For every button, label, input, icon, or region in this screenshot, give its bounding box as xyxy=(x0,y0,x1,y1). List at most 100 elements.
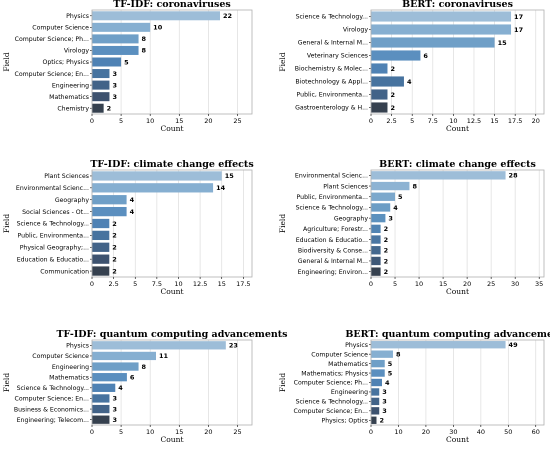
bar xyxy=(371,235,381,244)
x-axis-label: Count xyxy=(446,287,469,296)
category-label: General & Internal M... xyxy=(298,40,368,47)
x-tick-label: 2.5 xyxy=(108,280,118,288)
category-label: Engineering; Environ... xyxy=(298,269,368,276)
category-label: Engineering xyxy=(52,364,89,371)
value-label: 4 xyxy=(393,204,398,212)
category-label: Geography xyxy=(334,215,368,222)
category-label: Engineering xyxy=(52,82,89,89)
bar xyxy=(371,267,381,276)
bar xyxy=(371,369,385,377)
x-tick-label: 35 xyxy=(535,280,543,288)
plot-frame xyxy=(91,169,253,278)
value-label: 3 xyxy=(388,214,393,222)
x-tick-label: 0 xyxy=(90,280,94,288)
bar xyxy=(371,416,377,424)
x-tick-label: 5 xyxy=(119,117,123,125)
value-label: 8 xyxy=(142,35,147,43)
x-tick-label: 30 xyxy=(511,280,519,288)
value-label: 2 xyxy=(390,104,395,112)
bar xyxy=(371,359,385,368)
x-tick-label: 10 xyxy=(146,428,154,436)
x-tick-label: 7.5 xyxy=(152,280,162,288)
x-tick-label: 0 xyxy=(90,117,94,125)
bar xyxy=(371,407,380,415)
value-label: 2 xyxy=(390,91,395,99)
x-tick-label: 50 xyxy=(504,428,512,436)
bar xyxy=(92,206,127,217)
value-label: 2 xyxy=(112,255,117,263)
bar xyxy=(92,45,139,55)
value-label: 5 xyxy=(388,360,393,368)
bar xyxy=(371,102,388,113)
value-label: 6 xyxy=(130,373,135,381)
category-label: Veterinary Sciences xyxy=(307,53,368,60)
value-label: 5 xyxy=(388,369,393,377)
category-label: Physical Geography;... xyxy=(20,244,89,251)
bar xyxy=(92,383,116,392)
category-label: Environmental Scienc... xyxy=(16,185,89,192)
x-tick-label: 10 xyxy=(449,117,457,125)
value-label: 6 xyxy=(423,52,428,60)
x-tick-label: 15 xyxy=(175,117,183,125)
chart-title: BERT: climate change effects xyxy=(379,159,536,170)
y-axis-label: Field xyxy=(2,214,11,233)
category-label: Mathematics xyxy=(49,94,89,101)
chart-title: BERT: quantum computing advancements xyxy=(345,329,550,340)
bar xyxy=(92,351,156,361)
category-label: Business & Economics... xyxy=(14,406,89,413)
x-tick-label: 17.5 xyxy=(508,117,522,125)
x-tick-label: 10 xyxy=(415,280,423,288)
chart-panel-1: Physics 22 Computer Science 10 Computer Scie… xyxy=(2,0,253,133)
plot-frame xyxy=(91,9,253,115)
x-tick-label: 5 xyxy=(393,280,397,288)
value-label: 2 xyxy=(112,220,117,228)
x-tick-label: 10 xyxy=(146,117,154,125)
bar xyxy=(371,224,381,234)
value-label: 2 xyxy=(390,65,395,73)
bar xyxy=(371,388,380,396)
bar xyxy=(92,183,214,193)
value-label: 2 xyxy=(107,105,112,113)
category-label: Biotechnology & Appl... xyxy=(295,79,368,86)
value-label: 10 xyxy=(153,24,163,32)
bar xyxy=(92,242,110,252)
value-label: 8 xyxy=(412,182,417,190)
chart-panel-3: Plant Sciences 15 Environmental Scienc... 1… xyxy=(2,159,254,296)
x-tick-label: 20 xyxy=(422,428,430,436)
category-label: Geography xyxy=(55,197,89,204)
value-label: 3 xyxy=(382,398,387,406)
bar xyxy=(371,397,380,406)
x-tick-label: 20 xyxy=(204,428,212,436)
x-tick-label: 5 xyxy=(133,280,137,288)
x-tick-label: 0 xyxy=(90,428,94,436)
value-label: 4 xyxy=(385,379,390,387)
category-label: Mathematics xyxy=(49,374,89,381)
value-label: 3 xyxy=(382,388,387,396)
x-tick-label: 15 xyxy=(439,280,447,288)
x-tick-label: 15 xyxy=(218,280,226,288)
value-label: 2 xyxy=(112,244,117,252)
bar xyxy=(92,195,127,205)
value-label: 8 xyxy=(396,350,401,358)
bar xyxy=(371,192,396,201)
value-label: 23 xyxy=(229,342,238,350)
category-label: Science & Technology... xyxy=(296,399,368,406)
x-tick-label: 20 xyxy=(204,117,212,125)
value-label: 3 xyxy=(382,407,387,415)
bar xyxy=(371,213,386,223)
category-label: Physics xyxy=(66,343,89,350)
x-tick-label: 25 xyxy=(233,428,241,436)
bar xyxy=(92,254,110,264)
category-label: Virology xyxy=(343,27,368,34)
x-axis-label: Count xyxy=(161,287,184,296)
category-label: Engineering; Telecom... xyxy=(17,417,89,424)
x-tick-label: 0 xyxy=(369,280,373,288)
value-label: 17 xyxy=(514,13,523,21)
bar xyxy=(371,11,512,22)
category-label: Agriculture; Forestr... xyxy=(303,226,368,233)
x-tick-label: 17.5 xyxy=(236,280,250,288)
y-axis-label: Field xyxy=(278,52,287,71)
y-axis-label: Field xyxy=(2,373,11,392)
category-label: Education & Educatio... xyxy=(17,256,89,263)
category-label: Communication xyxy=(40,268,89,275)
